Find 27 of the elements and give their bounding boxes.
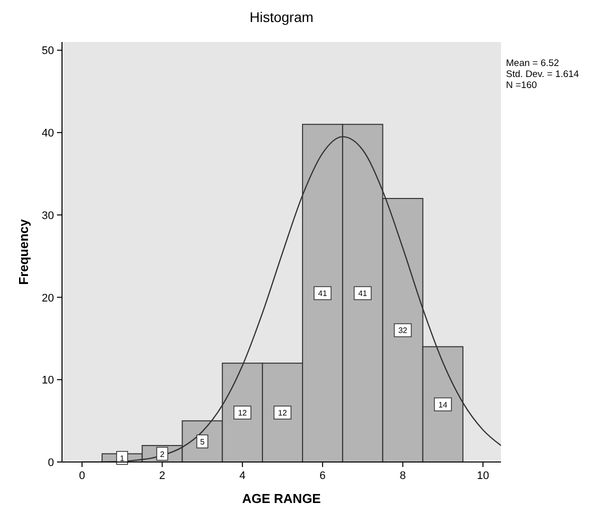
- data-label: 1: [120, 454, 125, 463]
- y-tick-label: 30: [42, 210, 54, 222]
- y-tick-label: 20: [42, 292, 54, 304]
- data-label: 32: [398, 326, 408, 336]
- chart-title: Histogram: [250, 9, 314, 25]
- y-tick-label: 50: [42, 45, 54, 58]
- y-tick-label: 10: [42, 374, 54, 387]
- data-label: 5: [200, 437, 206, 446]
- data-label: 2: [160, 450, 165, 459]
- x-tick-label: 0: [78, 470, 86, 482]
- data-label: 41: [358, 289, 368, 298]
- data-label: 12: [238, 408, 248, 418]
- x-tick-label: 8: [400, 470, 406, 482]
- data-label: 41: [318, 289, 328, 298]
- text: Std. Dev. = 1.614: [506, 69, 579, 80]
- x-tick-label: 6: [320, 470, 326, 482]
- text: Mean = 6.52: [506, 58, 560, 69]
- x-axis-title: AGE RANGE: [242, 491, 322, 506]
- x-tick-label: 10: [476, 470, 490, 482]
- data-label: 14: [438, 400, 448, 410]
- text: N =160: [506, 80, 537, 91]
- y-tick-label: 40: [42, 128, 54, 140]
- x-tick-label: 4: [239, 470, 246, 482]
- data-label: 12: [278, 408, 288, 418]
- x-tick-label: 2: [159, 470, 166, 482]
- y-tick-label: 0: [48, 457, 54, 469]
- y-axis-title: Frequency: [16, 218, 31, 285]
